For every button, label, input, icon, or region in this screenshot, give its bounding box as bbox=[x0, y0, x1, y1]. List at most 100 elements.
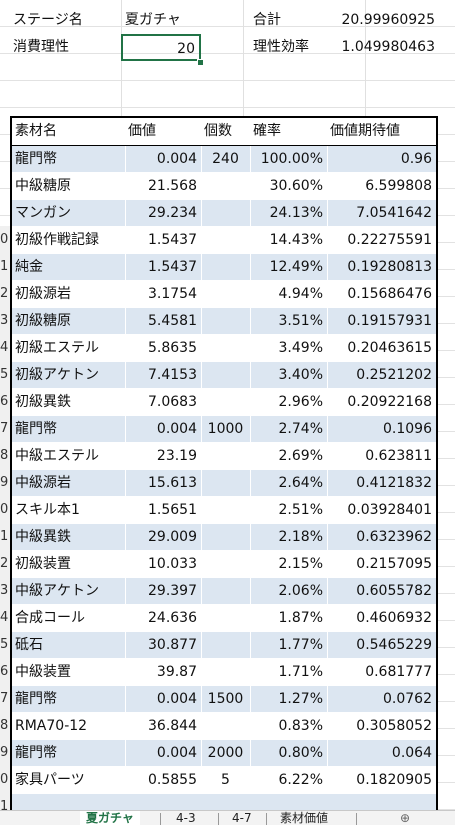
cell-expected-value[interactable]: 0.1820905 bbox=[356, 772, 432, 788]
cell-expected-value[interactable]: 0.20463615 bbox=[347, 340, 432, 356]
cell-probability[interactable]: 0.83% bbox=[278, 718, 323, 734]
row-number[interactable]: 4 bbox=[0, 604, 10, 631]
row-number[interactable]: 8 bbox=[0, 712, 10, 739]
cell-material-name[interactable]: 初級エステル bbox=[15, 340, 99, 356]
row-number[interactable]: 5 bbox=[0, 361, 10, 388]
cell-material-name[interactable]: 中級装置 bbox=[15, 664, 71, 680]
cell-probability[interactable]: 3.49% bbox=[278, 340, 323, 356]
cell-count[interactable] bbox=[201, 497, 250, 524]
row-number[interactable]: 3 bbox=[0, 307, 10, 334]
cell-count[interactable]: 1500 bbox=[207, 691, 244, 707]
cell-count[interactable] bbox=[201, 659, 250, 686]
cell-material-name[interactable]: 初級作戦記録 bbox=[15, 232, 99, 248]
cell-count[interactable] bbox=[201, 713, 250, 740]
cell-value[interactable]: 15.613 bbox=[148, 475, 197, 491]
row-number[interactable]: 2 bbox=[0, 550, 10, 577]
row-number[interactable]: 6 bbox=[0, 658, 10, 685]
row-number[interactable]: 7 bbox=[0, 415, 10, 442]
cell-value[interactable]: 29.009 bbox=[148, 529, 197, 545]
sanity-efficiency-value[interactable]: 1.049980463 bbox=[341, 39, 435, 55]
cell-material-name[interactable]: RMA70-12 bbox=[15, 718, 88, 734]
cell-material-name[interactable]: 砥石 bbox=[15, 637, 43, 653]
cell-material-name[interactable]: 初級糖原 bbox=[15, 313, 71, 329]
cell-count[interactable] bbox=[201, 605, 250, 632]
cell-material-name[interactable]: マンガン bbox=[15, 205, 71, 221]
cell-value[interactable]: 29.397 bbox=[148, 583, 197, 599]
cell-expected-value[interactable]: 0.2157095 bbox=[356, 556, 432, 572]
cell-value[interactable]: 0.5855 bbox=[148, 772, 197, 788]
cell-expected-value[interactable]: 0.1096 bbox=[383, 421, 432, 437]
cell-expected-value[interactable]: 6.599808 bbox=[365, 178, 432, 194]
cell-probability[interactable]: 1.87% bbox=[278, 610, 323, 626]
cell-expected-value[interactable]: 0.3058052 bbox=[356, 718, 432, 734]
row-number[interactable]: 2 bbox=[0, 280, 10, 307]
cell-material-name[interactable]: 初級アケトン bbox=[15, 367, 99, 383]
header-probability[interactable]: 確率 bbox=[253, 123, 281, 139]
cell-count[interactable] bbox=[201, 632, 250, 659]
cell-value[interactable]: 36.844 bbox=[148, 718, 197, 734]
cell-value[interactable]: 7.4153 bbox=[148, 367, 197, 383]
stage-name-value[interactable]: 夏ガチャ bbox=[125, 12, 181, 28]
cell-probability[interactable]: 12.49% bbox=[269, 259, 323, 275]
cell-count[interactable] bbox=[201, 524, 250, 551]
cell-probability[interactable]: 100.00% bbox=[260, 151, 323, 167]
cell-count[interactable] bbox=[201, 335, 250, 362]
cell-count[interactable] bbox=[201, 227, 250, 254]
row-number[interactable]: 4 bbox=[0, 334, 10, 361]
cell-value[interactable]: 0.004 bbox=[156, 691, 197, 707]
cell-expected-value[interactable]: 0.22275591 bbox=[347, 232, 432, 248]
consumed-sanity-label[interactable]: 消費理性 bbox=[13, 39, 69, 55]
cell-count[interactable] bbox=[201, 578, 250, 605]
cell-probability[interactable]: 2.74% bbox=[278, 421, 323, 437]
cell-probability[interactable]: 2.51% bbox=[278, 502, 323, 518]
row-number[interactable]: 3 bbox=[0, 577, 10, 604]
cell-probability[interactable]: 3.40% bbox=[278, 367, 323, 383]
row-number[interactable]: 0 bbox=[0, 496, 10, 523]
cell-probability[interactable]: 2.69% bbox=[278, 448, 323, 464]
header-expected-value[interactable]: 価値期待値 bbox=[330, 123, 400, 139]
row-number[interactable]: 8 bbox=[0, 442, 10, 469]
cell-material-name[interactable]: 初級源岩 bbox=[15, 286, 71, 302]
cell-probability[interactable]: 24.13% bbox=[269, 205, 323, 221]
cell-expected-value[interactable]: 0.19280813 bbox=[347, 259, 432, 275]
cell-probability[interactable]: 2.15% bbox=[278, 556, 323, 572]
cell-material-name[interactable]: 中級エステル bbox=[15, 448, 99, 464]
cell-material-name[interactable]: 純金 bbox=[15, 259, 43, 275]
cell-count[interactable] bbox=[201, 362, 250, 389]
cell-expected-value[interactable]: 7.0541642 bbox=[356, 205, 432, 221]
cell-count[interactable] bbox=[201, 254, 250, 281]
cell-count[interactable]: 5 bbox=[221, 772, 230, 788]
sheet-tab-summer-gacha[interactable]: 夏ガチャ bbox=[80, 811, 140, 825]
cell-value[interactable]: 0.004 bbox=[156, 745, 197, 761]
cell-value[interactable]: 10.033 bbox=[148, 556, 197, 572]
cell-expected-value[interactable]: 0.4606932 bbox=[356, 610, 432, 626]
cell-expected-value[interactable]: 0.6323962 bbox=[356, 529, 432, 545]
row-number[interactable]: 6 bbox=[0, 388, 10, 415]
cell-probability[interactable]: 4.94% bbox=[278, 286, 323, 302]
cell-probability[interactable]: 2.06% bbox=[278, 583, 323, 599]
cell-probability[interactable]: 0.80% bbox=[278, 745, 323, 761]
row-number[interactable]: 0 bbox=[0, 226, 10, 253]
row-number[interactable]: 0 bbox=[0, 766, 10, 793]
cell-material-name[interactable]: 初級装置 bbox=[15, 556, 71, 572]
cell-expected-value[interactable]: 0.2521202 bbox=[356, 367, 432, 383]
cell-material-name[interactable]: 初級異鉄 bbox=[15, 394, 71, 410]
cell-expected-value[interactable]: 0.19157931 bbox=[347, 313, 432, 329]
cell-expected-value[interactable]: 0.5465229 bbox=[356, 637, 432, 653]
cell-material-name[interactable]: 中級アケトン bbox=[15, 583, 99, 599]
row-number[interactable]: 1 bbox=[0, 793, 10, 820]
cell-value[interactable]: 39.87 bbox=[156, 664, 197, 680]
cell-count[interactable] bbox=[201, 389, 250, 416]
cell-value[interactable]: 24.636 bbox=[148, 610, 197, 626]
row-number[interactable]: 7 bbox=[0, 685, 10, 712]
cell-material-name[interactable]: 龍門幣 bbox=[15, 151, 57, 167]
cell-expected-value[interactable]: 0.4121832 bbox=[356, 475, 432, 491]
cell-value[interactable]: 29.234 bbox=[148, 205, 197, 221]
cell-material-name[interactable]: 中級糖原 bbox=[15, 178, 71, 194]
cell-count[interactable] bbox=[201, 551, 250, 578]
row-number[interactable]: 1 bbox=[0, 253, 10, 280]
row-number[interactable]: 9 bbox=[0, 739, 10, 766]
cell-expected-value[interactable]: 0.03928401 bbox=[347, 502, 432, 518]
cell-value[interactable]: 1.5651 bbox=[148, 502, 197, 518]
cell-count[interactable] bbox=[201, 281, 250, 308]
